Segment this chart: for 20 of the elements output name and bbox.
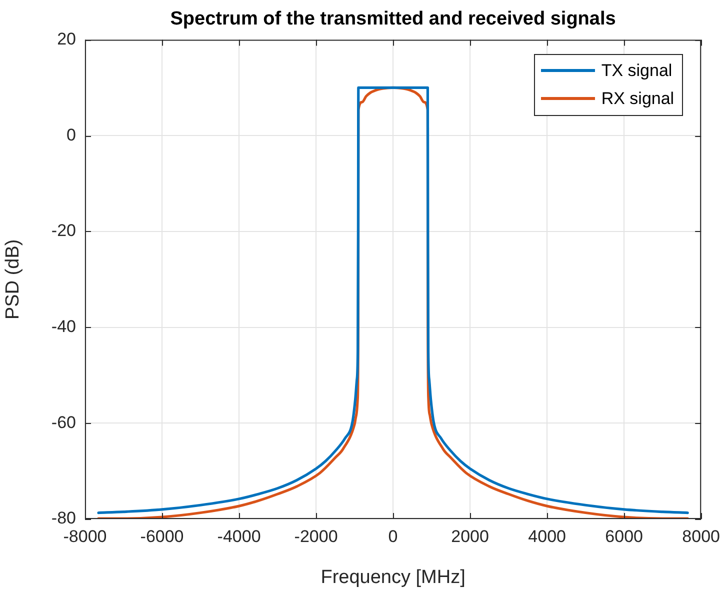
x-tick-label: 4000 <box>528 526 566 546</box>
y-axis-title: PSD (dB) <box>2 239 24 320</box>
x-tick-label: 2000 <box>451 526 489 546</box>
legend-label: RX signal <box>601 88 674 109</box>
x-tick-label: 0 <box>388 526 398 546</box>
y-tick-label: 20 <box>57 29 76 48</box>
chart-title: Spectrum of the transmitted and received signals <box>170 8 616 30</box>
x-tick-label: -2000 <box>294 526 338 546</box>
x-tick-label: -4000 <box>217 526 261 546</box>
y-tick-label: -20 <box>51 221 76 240</box>
y-tick-label: -40 <box>51 317 76 336</box>
x-tick-label: -8000 <box>63 526 107 546</box>
y-tick-label: -80 <box>51 508 76 528</box>
y-tick-label: 0 <box>66 125 76 144</box>
x-tick-label: 8000 <box>682 526 720 546</box>
x-tick-label: -6000 <box>140 526 184 546</box>
y-tick-label: -60 <box>51 412 76 432</box>
x-axis-title: Frequency [MHz] <box>320 566 466 588</box>
x-tick-label: 6000 <box>605 526 643 546</box>
legend-label: TX signal <box>601 60 672 81</box>
